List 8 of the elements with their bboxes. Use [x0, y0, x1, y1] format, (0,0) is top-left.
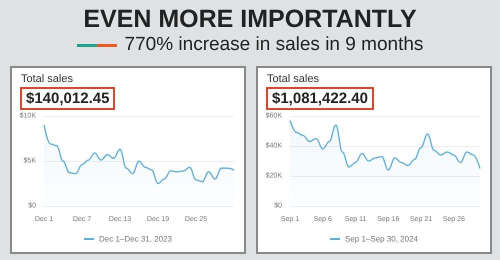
chart-title: Total sales [21, 73, 73, 85]
text: 770% increase in sales in 9 months [124, 33, 424, 57]
text: EVEN MORE IMPORTANTLY [82, 5, 418, 33]
chart-subtitle: $140,012.45 [20, 87, 116, 110]
chart-subtitle: $1,081,422.40 [266, 87, 374, 110]
legend-label: Dec 1–Dec 31, 2023 [99, 234, 173, 244]
legend-label: Sep 1–Sep 30, 2024 [345, 234, 419, 244]
chart-title: Total sales [267, 73, 319, 85]
